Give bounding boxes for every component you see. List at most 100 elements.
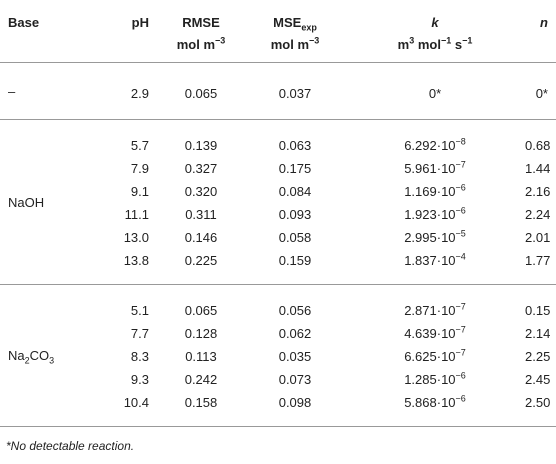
text-segment: pH (131, 15, 149, 30)
text-segment: −1 (440, 35, 452, 46)
text-segment: Base (8, 15, 40, 30)
data-cell: 0.128 (184, 326, 218, 341)
data-cell: 1.169·10−6 (345, 180, 525, 203)
text-segment: RMSE (182, 15, 220, 30)
header-cell: n (525, 0, 556, 63)
data-row: NaOH 5.7 0.139 0.063 6.292·10−8 0.68 (0, 120, 556, 209)
text-segment: 6.625·10 (404, 349, 456, 364)
header-cell: k m3 mol−1 s−1 (345, 0, 525, 63)
header-line: RMSE (157, 12, 245, 34)
data-row: 7.7 0.128 0.062 4.639·10−7 2.14 (0, 322, 556, 345)
data-cell: 5.1 (130, 303, 149, 318)
text-segment: k (431, 15, 439, 30)
data-cell: 0.158 (184, 395, 218, 410)
data-row: 8.3 0.113 0.035 6.625·10−7 2.25 (0, 345, 556, 368)
data-cell: 0.093 (278, 207, 312, 222)
data-cell: 13.0 (123, 230, 149, 245)
footnote: *No detectable reaction. (6, 439, 135, 453)
table-header: Base pH RMSE mol m−3 MSEexp mol m−3 k m3 mol−1 … (0, 0, 556, 63)
text-segment: 6.292·10 (404, 138, 456, 153)
data-cell: 2.14 (525, 326, 551, 341)
text-segment: −3 (215, 35, 226, 46)
text-segment: 5.868·10 (404, 395, 456, 410)
text-segment: 5.961·10 (404, 161, 456, 176)
text-segment: Na (8, 348, 25, 363)
header-line: pH (95, 12, 149, 34)
data-cell: 2.25 (525, 349, 551, 364)
data-cell: 0.68 (525, 138, 551, 153)
data-cell: 10.4 (123, 395, 149, 410)
header-line: n (525, 12, 548, 34)
text-segment: 2.995·10 (404, 230, 456, 245)
data-row: 9.1 0.320 0.084 1.169·10−6 2.16 (0, 180, 556, 203)
header-cell: RMSE mol m−3 (157, 0, 245, 63)
text-segment: −3 (309, 35, 320, 46)
data-row: – 2.9 0.065 0.037 0* 0* (0, 63, 556, 120)
header-line: mol m−3 (245, 34, 345, 56)
data-cell: 0.15 (525, 303, 551, 318)
text-segment: mol m (270, 37, 310, 52)
data-row: 11.1 0.311 0.093 1.923·10−6 2.24 (0, 203, 556, 226)
data-cell: 0.159 (278, 253, 312, 268)
text-segment: mol (414, 37, 441, 52)
data-cell: 0.065 (184, 303, 218, 318)
data-row: Na2CO3 5.1 0.065 0.056 2.871·10−7 0.15 (0, 285, 556, 365)
header-line: m3 mol−1 s−1 (345, 34, 525, 56)
data-cell: 0.065 (184, 86, 218, 101)
data-cell: 0.073 (278, 372, 312, 387)
data-cell: 2.9 (130, 86, 149, 101)
data-cell: 0.175 (278, 161, 312, 176)
data-cell: 0.037 (278, 86, 312, 101)
data-row: 9.3 0.242 0.073 1.285·10−6 2.45 (0, 368, 556, 391)
row-group: NaOH 5.7 0.139 0.063 6.292·10−8 0.68 7.9 0.327 0… (0, 120, 556, 285)
data-cell: 5.7 (130, 138, 149, 153)
data-cell: 0.146 (184, 230, 218, 245)
text-segment: exp (301, 22, 317, 33)
data-cell: 0.311 (185, 207, 217, 222)
text-segment: MSE (273, 15, 302, 30)
text-segment: CO (29, 348, 50, 363)
text-segment: −5 (455, 228, 466, 239)
text-segment: −1 (462, 35, 473, 46)
text-segment: −7 (455, 324, 466, 335)
header-cell: Base (0, 0, 95, 63)
header-line: k (345, 12, 525, 34)
text-segment: 3 (49, 355, 55, 366)
data-cell: 6.625·10−7 (345, 345, 525, 368)
data-cell: 0.035 (278, 349, 312, 364)
header-cell: MSEexp mol m−3 (245, 0, 345, 63)
row-group: – 2.9 0.065 0.037 0* 0* (0, 63, 556, 120)
data-cell: 0.139 (184, 138, 218, 153)
data-cell: 6.292·10−8 (345, 120, 525, 158)
data-cell: 9.3 (130, 372, 149, 387)
text-segment: −6 (455, 182, 466, 193)
data-cell: 1.44 (525, 161, 551, 176)
text-segment: n (540, 15, 548, 30)
base-cell: – (8, 83, 16, 99)
text-segment: mol m (176, 37, 216, 52)
data-cell: 0.056 (278, 303, 312, 318)
text-segment: 1.837·10 (404, 253, 456, 268)
text-segment: −7 (455, 347, 466, 358)
text-segment: s (451, 37, 463, 52)
data-cell: 9.1 (130, 184, 149, 199)
data-row: 13.8 0.225 0.159 1.837·10−4 1.77 (0, 249, 556, 285)
data-cell: 0.063 (278, 138, 312, 153)
data-cell: 7.7 (130, 326, 149, 341)
data-cell: 1.77 (525, 253, 551, 268)
table-container: Base pH RMSE mol m−3 MSEexp mol m−3 k m3 mol−1 … (0, 0, 556, 453)
text-segment: −6 (455, 370, 466, 381)
data-row: 13.0 0.146 0.058 2.995·10−5 2.01 (0, 226, 556, 249)
header-line: Base (8, 12, 95, 34)
data-cell: 2.871·10−7 (345, 285, 525, 323)
data-cell: 0.327 (184, 161, 218, 176)
data-cell: 2.16 (525, 184, 551, 199)
data-cell: 2.995·10−5 (345, 226, 525, 249)
data-table: Base pH RMSE mol m−3 MSEexp mol m−3 k m3 mol−1 … (0, 0, 556, 427)
data-cell: 0.113 (185, 349, 217, 364)
data-cell: 13.8 (123, 253, 149, 268)
data-cell: 1.837·10−4 (345, 249, 525, 285)
data-cell: 4.639·10−7 (345, 322, 525, 345)
text-segment: −7 (455, 301, 466, 312)
data-cell: 2.24 (525, 207, 551, 222)
